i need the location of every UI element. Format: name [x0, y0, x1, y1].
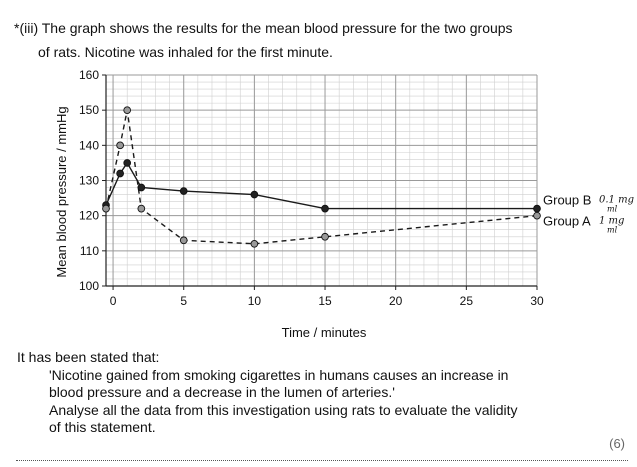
x-tick-label: 0: [110, 294, 117, 308]
y-tick-label: 160: [79, 68, 99, 82]
data-point-group-b: [123, 159, 132, 167]
marks-label: (6): [609, 436, 625, 451]
y-tick-label: 150: [79, 103, 99, 117]
y-tick-label: 100: [79, 279, 99, 293]
tick-labels: 0 5 10 15 20 25 30 100 110 120 130 140 150 160: [79, 68, 544, 308]
handwritten-note-unit: ml: [607, 205, 618, 214]
question-line-1: *(iii) The graph shows the results for t…: [14, 20, 513, 36]
data-point-group-a: [179, 236, 188, 245]
data-points: [102, 106, 541, 248]
intro-text: It has been stated that:: [17, 349, 160, 365]
handwritten-note-unit: ml: [607, 226, 618, 235]
y-tick-label: 140: [79, 138, 99, 152]
answer-line: [16, 460, 628, 461]
data-point-group-a: [250, 239, 259, 248]
data-point-group-a: [123, 106, 132, 115]
series-label-group-a: Group A: [543, 214, 591, 229]
major-grid: [106, 74, 538, 287]
x-tick-label: 10: [248, 294, 262, 308]
quote-line-2: blood pressure and a decrease in the lum…: [49, 384, 395, 400]
y-tick-label: 120: [79, 209, 99, 223]
task-line-2: of this statement.: [49, 419, 156, 435]
data-point-group-b: [179, 187, 188, 195]
series-line-group-a: [105, 110, 538, 245]
handwritten-note: 1 mg: [599, 216, 624, 227]
question-line-2: of rats. Nicotine was inhaled for the fi…: [38, 44, 333, 60]
y-tick-label: 110: [80, 244, 99, 258]
data-point-group-a: [102, 204, 110, 213]
data-point-group-b: [321, 204, 329, 213]
axes: [102, 74, 538, 290]
data-point-group-a: [137, 204, 146, 213]
blood-pressure-chart: 0 5 10 15 20 25 30 100 110 120 130 140 150 160 Group …: [54, 68, 634, 340]
x-tick-label: 5: [180, 294, 187, 308]
x-tick-label: 15: [318, 294, 332, 308]
x-tick-label: 20: [389, 294, 403, 308]
y-tick-label: 130: [79, 174, 99, 188]
x-axis-label: Time / minutes: [282, 325, 367, 340]
x-tick-label: 25: [460, 294, 474, 308]
task-line-1: Analyse all the data from this investiga…: [49, 402, 518, 418]
series-label-group-b: Group B: [543, 193, 591, 208]
series-lines: [105, 110, 538, 245]
data-point-group-a: [533, 211, 541, 220]
quote-line-1: 'Nicotine gained from smoking cigarettes…: [49, 367, 509, 383]
data-point-group-b: [137, 183, 146, 192]
y-axis-label: Mean blood pressure / mmHg: [54, 106, 69, 277]
data-point-group-b: [533, 204, 541, 213]
data-point-group-a: [321, 232, 329, 241]
data-point-group-b: [250, 190, 259, 199]
handwritten-note: 0.1 mg: [599, 195, 634, 206]
data-point-group-a: [116, 141, 124, 150]
x-tick-label: 30: [530, 294, 544, 308]
data-point-group-b: [116, 169, 124, 178]
